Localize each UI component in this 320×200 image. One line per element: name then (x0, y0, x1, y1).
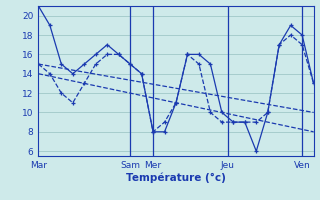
X-axis label: Température (°c): Température (°c) (126, 173, 226, 183)
